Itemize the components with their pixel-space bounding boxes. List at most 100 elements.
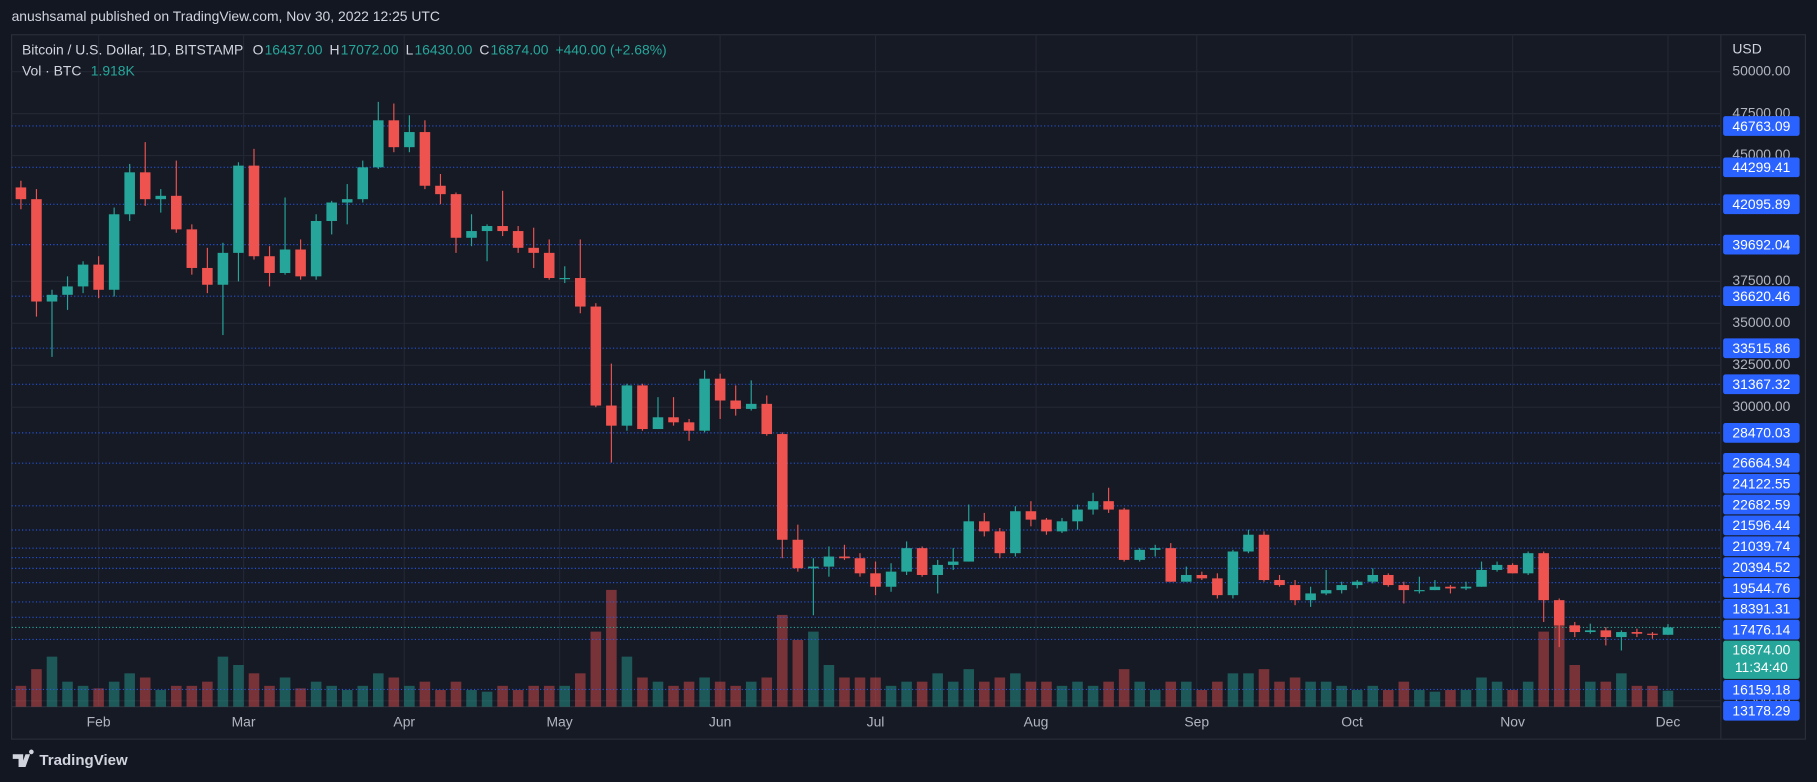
volume-bar	[1258, 669, 1270, 707]
candle-body	[590, 306, 602, 406]
candle-body	[1227, 551, 1239, 596]
candle-body	[1118, 509, 1130, 560]
candle-body	[139, 172, 151, 200]
level-label-box	[1723, 116, 1800, 136]
candle-body	[730, 400, 741, 409]
candle-body	[1181, 574, 1192, 582]
level-label: 26664.94	[1732, 455, 1790, 471]
level-label-box	[1723, 338, 1800, 359]
volume-bar	[932, 673, 943, 707]
volume-bar	[217, 656, 229, 707]
level-label: 39692.04	[1732, 236, 1790, 252]
volume-label: Vol · BTC	[22, 63, 81, 79]
volume-bar	[1445, 690, 1456, 707]
volume-bar	[373, 673, 384, 707]
x-tick-label: Jul	[867, 714, 885, 730]
volume-bar	[637, 677, 648, 707]
volume-bar	[1320, 681, 1332, 707]
volume-bar	[124, 673, 135, 707]
volume-bar	[1087, 685, 1099, 707]
candle-body	[963, 521, 975, 562]
volume-bar	[963, 669, 975, 707]
volume-bar	[310, 681, 322, 707]
candle-body	[497, 226, 508, 232]
candle-body	[947, 561, 959, 565]
candle-body	[264, 256, 275, 273]
volume-bar	[1429, 691, 1441, 707]
level-label-box	[1723, 619, 1800, 640]
volume-bar	[326, 685, 337, 707]
level-label: 19544.76	[1732, 580, 1790, 596]
candle-body	[1351, 581, 1363, 586]
volume-bar	[1056, 685, 1068, 707]
volume-bar	[497, 685, 508, 707]
candle-body	[870, 573, 881, 587]
volume-bar	[1662, 690, 1674, 707]
y-tick-label: 50000.00	[1732, 62, 1790, 78]
candle-body	[295, 249, 306, 277]
volume-bar	[543, 685, 555, 707]
candle-body	[466, 231, 477, 238]
candle-body	[699, 378, 710, 431]
candle-body	[885, 571, 897, 587]
level-label: 16159.18	[1732, 682, 1790, 698]
candle-body	[155, 195, 167, 200]
candle-body	[932, 564, 943, 575]
candle-body	[637, 385, 648, 430]
volume-bar	[1103, 681, 1114, 707]
volume-bar	[15, 685, 27, 707]
candle-body	[435, 185, 446, 195]
volume-bar	[730, 685, 741, 707]
volume-bar	[1398, 681, 1410, 707]
candle-body	[823, 556, 835, 567]
volume-bar	[1243, 673, 1254, 707]
grid	[11, 34, 1721, 707]
volume-bar	[1647, 685, 1658, 707]
level-label-box	[1723, 700, 1800, 721]
volume-bar	[357, 685, 369, 707]
volume-bar	[901, 681, 912, 707]
candle-body	[404, 132, 415, 148]
volume-bar	[1041, 681, 1052, 707]
volume-bar	[279, 677, 291, 707]
volume-bar	[450, 681, 462, 707]
ohlc-value: 16874.00	[491, 42, 549, 58]
level-label-box	[1723, 536, 1800, 557]
volume-bar	[77, 685, 89, 707]
candle-body	[916, 548, 928, 575]
x-tick-label: Feb	[87, 714, 111, 730]
volume-bar	[979, 681, 990, 707]
y-tick-label: 37500.00	[1732, 272, 1790, 288]
volume-bar	[839, 677, 850, 707]
x-tick-label: Dec	[1656, 714, 1681, 730]
ohlc-label: H	[329, 42, 339, 58]
volume-bar	[1196, 690, 1208, 707]
volume-bar	[31, 669, 42, 707]
volume-bar	[1336, 685, 1347, 707]
volume-bar	[295, 688, 306, 707]
level-label-box	[1723, 557, 1800, 577]
candle-body	[792, 539, 804, 569]
candle-body	[1367, 574, 1379, 582]
volume-bar	[1585, 681, 1596, 707]
candle-body	[668, 417, 679, 423]
candle-body	[1383, 574, 1394, 586]
ohlc-value: 16437.00	[265, 42, 323, 58]
level-label: 33515.86	[1732, 340, 1790, 356]
volume-bar	[1538, 631, 1549, 707]
volume-bar	[171, 685, 182, 707]
volume-bar	[823, 664, 835, 707]
level-label-box	[1723, 515, 1800, 536]
volume-bar	[1414, 690, 1425, 707]
level-label: 21596.44	[1732, 517, 1790, 533]
volume-bar	[1212, 681, 1223, 707]
volume-bar	[1134, 681, 1145, 707]
level-label-box	[1723, 680, 1800, 700]
candle-body	[217, 252, 229, 285]
volume-bar	[1072, 681, 1083, 707]
level-label: 42095.89	[1732, 196, 1790, 212]
volume-bar	[466, 690, 477, 707]
x-tick-label: Apr	[393, 714, 415, 730]
candle-body	[683, 422, 695, 431]
volume-bar	[1118, 669, 1130, 707]
